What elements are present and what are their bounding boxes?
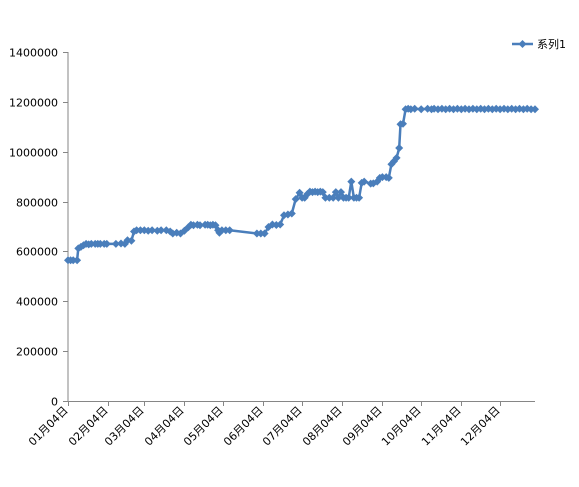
data-point-marker (318, 188, 327, 197)
x-tick-label: 08月04日 (300, 404, 345, 449)
y-tick-label: 1000000 (9, 147, 58, 160)
data-point-marker (417, 105, 426, 114)
y-tick-label: 400000 (16, 296, 58, 309)
data-point-marker (196, 221, 204, 230)
x-axis: 01月04日02月04日03月04日04月04日05月04日06月04日07月0… (26, 401, 535, 448)
legend-label-series-1: 系列1 (537, 37, 566, 51)
data-point-marker (410, 104, 419, 113)
y-tick-label: 1400000 (9, 47, 58, 60)
x-tick-label: 05月04日 (181, 404, 226, 449)
y-axis: 0 200000 400000 600000 800000 1000000 1200000 1… (9, 47, 69, 409)
x-tick-label: 03月04日 (102, 404, 147, 449)
x-tick-label: 12月04日 (458, 404, 503, 449)
legend-marker (518, 40, 527, 48)
x-tick-label: 07月04日 (260, 404, 305, 449)
x-tick-label: 01月04日 (26, 404, 71, 449)
data-point-marker (225, 226, 234, 235)
x-tick-label: 09月04日 (340, 404, 385, 449)
data-point-marker (331, 188, 340, 197)
y-tick-label: 600000 (16, 246, 58, 259)
data-point-marker (73, 256, 82, 265)
data-point-marker (329, 193, 338, 202)
y-tick-label: 0 (51, 396, 58, 409)
x-tick-label: 10月04日 (379, 404, 424, 449)
data-point-marker (291, 195, 300, 204)
x-tick-label: 06月04日 (221, 404, 266, 449)
data-point-marker (392, 153, 401, 162)
y-tick-label: 800000 (16, 197, 58, 210)
y-tick-label: 200000 (16, 346, 58, 359)
data-point-marker (531, 105, 539, 114)
data-point-marker (148, 226, 157, 235)
data-point-marker (360, 177, 369, 186)
data-point-marker (157, 226, 166, 235)
y-tick-label: 1200000 (9, 97, 58, 110)
series-1 (64, 104, 539, 265)
data-point-marker (395, 144, 404, 152)
data-point-marker (111, 239, 120, 248)
x-tick-label: 11月04日 (419, 404, 464, 449)
data-point-marker (287, 209, 296, 218)
data-point-marker (347, 177, 356, 186)
x-tick-label: 04月04日 (142, 404, 187, 449)
series-line (68, 107, 535, 262)
data-point-marker (260, 229, 269, 238)
data-point-marker (399, 119, 407, 128)
data-point-marker (337, 188, 345, 197)
data-point-marker (344, 193, 353, 202)
data-point-marker (127, 236, 136, 245)
data-point-marker (334, 193, 343, 202)
data-point-marker (355, 193, 364, 202)
data-point-marker (384, 173, 393, 182)
legend: 系列1 (512, 37, 566, 51)
data-point-marker (276, 220, 285, 229)
data-point-marker (102, 239, 111, 248)
